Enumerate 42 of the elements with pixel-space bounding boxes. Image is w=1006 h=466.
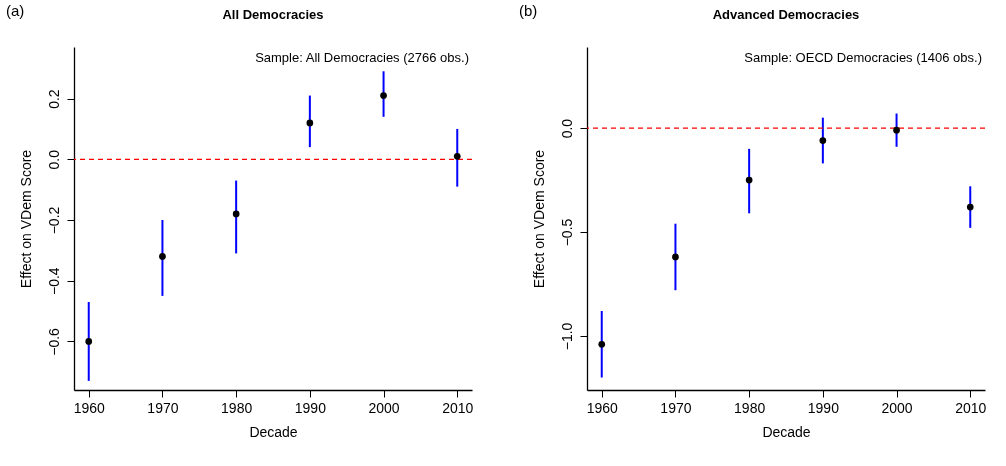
y-axis-title: Effect on VDem Score: [530, 149, 547, 289]
point: [966, 203, 974, 211]
x-tick-label: 2010: [442, 399, 474, 416]
x-tick-label: 1990: [294, 399, 327, 416]
x-tick-label: 1990: [807, 399, 840, 416]
x-tick-label: 1970: [147, 399, 179, 416]
y-tick-label: 0.2: [45, 89, 62, 109]
annotation: Sample: All Democracies (2766 obs.): [255, 50, 469, 65]
point: [85, 338, 93, 345]
text: (a): [6, 2, 25, 19]
point: [306, 119, 314, 127]
y-tick-label: 0.0: [45, 149, 62, 170]
chart-title: Advanced Democracies: [712, 7, 860, 22]
chart-title: All Democracies: [222, 7, 324, 22]
x-tick-label: 2000: [881, 399, 913, 416]
point: [232, 210, 240, 218]
y-tick-label: −0.6: [45, 327, 62, 356]
x-tick-label: 1980: [734, 399, 766, 416]
x-axis-title: Decade: [249, 423, 298, 440]
x-tick-label: 2000: [368, 399, 400, 416]
point: [159, 253, 166, 260]
point: [819, 137, 827, 144]
point: [380, 92, 387, 99]
x-tick-label: 2010: [955, 399, 987, 416]
y-tick-label: −0.5: [558, 218, 575, 247]
point: [745, 176, 753, 184]
y-tick-label: 0.0: [558, 118, 575, 139]
point: [453, 152, 461, 160]
x-tick-label: 1960: [586, 399, 619, 416]
annotation: Sample: OECD Democracies (1406 obs.): [744, 50, 982, 65]
y-tick-label: −0.4: [45, 267, 62, 296]
x-tick-label: 1980: [221, 399, 253, 416]
x-tick-label: 1970: [660, 399, 692, 416]
y-axis-title: Effect on VDem Score: [17, 149, 34, 289]
x-axis-title: Decade: [762, 423, 811, 440]
point: [598, 340, 606, 348]
x-tick-label: 1960: [73, 399, 106, 416]
text: (b): [519, 2, 538, 19]
point: [893, 126, 900, 134]
y-tick-label: −1.0: [558, 322, 575, 351]
y-tick-label: −0.2: [45, 206, 62, 235]
point: [672, 253, 679, 261]
